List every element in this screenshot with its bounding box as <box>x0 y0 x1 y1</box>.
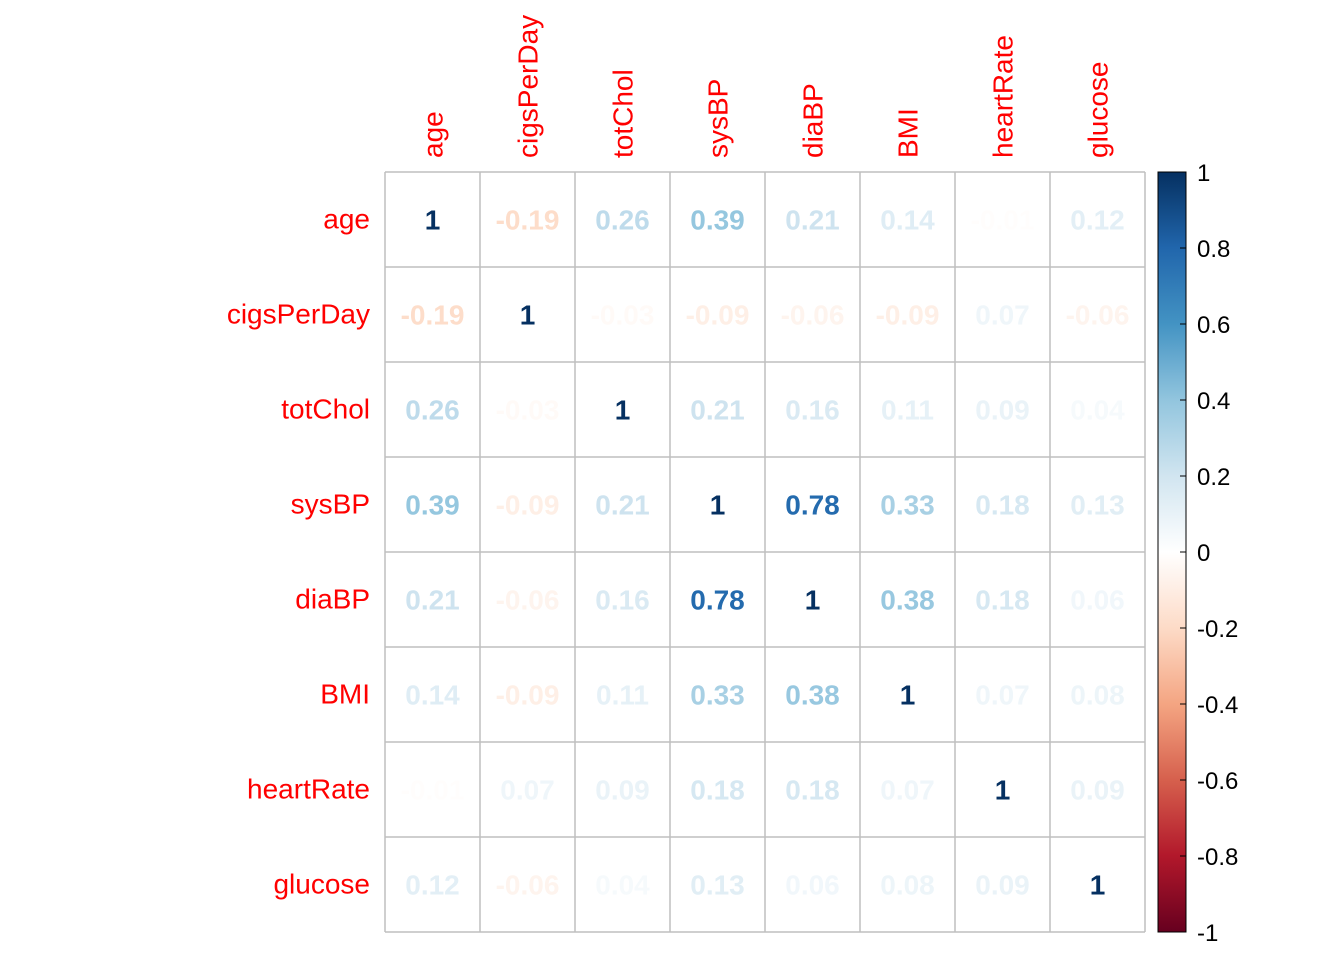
colorbar-tick-label: -1 <box>1197 920 1218 947</box>
column-label-BMI: BMI <box>893 108 924 158</box>
cell-value-sysBP-heartRate: 0.18 <box>975 490 1030 521</box>
colorbar-tick-label: 0.4 <box>1197 388 1230 415</box>
cell-value-age-age: 1 <box>425 205 441 236</box>
cell-value-sysBP-totChol: 0.21 <box>595 490 650 521</box>
cell-value-cigsPerDay-glucose: -0.06 <box>1066 300 1130 331</box>
colorbar-tick-label: -0.2 <box>1197 616 1238 643</box>
cell-value-sysBP-BMI: 0.33 <box>880 490 935 521</box>
cell-value-heartRate-heartRate: 1 <box>995 775 1011 806</box>
matrix-grid <box>384 171 1146 933</box>
colorbar: 1 0.8 0.6 0.4 0.2 0 -0.2 -0.4 -0.6 -0.8 -1 <box>1157 160 1238 947</box>
cell-value-totChol-heartRate: 0.09 <box>975 395 1030 426</box>
matrix-cells: 1 -0.19 0.26 0.39 0.21 0.14 -0.01 0.12 -0.19 1 -0.… <box>401 205 1130 901</box>
cell-value-age-heartRate: -0.01 <box>971 205 1035 236</box>
colorbar-tick-label: -0.8 <box>1197 844 1238 871</box>
cell-value-heartRate-sysBP: 0.18 <box>690 775 745 806</box>
cell-value-cigsPerDay-sysBP: -0.09 <box>686 300 750 331</box>
cell-value-cigsPerDay-cigsPerDay: 1 <box>520 300 536 331</box>
cell-value-BMI-heartRate: 0.07 <box>975 680 1030 711</box>
row-label-cigsPerDay: cigsPerDay <box>227 299 370 330</box>
cell-value-sysBP-diaBP: 0.78 <box>785 490 840 521</box>
cell-value-cigsPerDay-diaBP: -0.06 <box>781 300 845 331</box>
row-label-heartRate: heartRate <box>247 774 370 805</box>
row-label-totChol: totChol <box>281 394 370 425</box>
cell-value-age-cigsPerDay: -0.19 <box>496 205 560 236</box>
cell-value-BMI-diaBP: 0.38 <box>785 680 840 711</box>
row-label-BMI: BMI <box>320 679 370 710</box>
cell-value-age-BMI: 0.14 <box>880 205 935 236</box>
cell-value-diaBP-sysBP: 0.78 <box>690 585 745 616</box>
colorbar-tick-label: 0 <box>1197 540 1210 567</box>
column-labels: age cigsPerDay totChol sysBP diaBP BMI heartRa… <box>418 15 1114 158</box>
cell-value-heartRate-diaBP: 0.18 <box>785 775 840 806</box>
cell-value-BMI-totChol: 0.11 <box>596 680 649 711</box>
column-label-cigsPerDay: cigsPerDay <box>513 15 544 158</box>
cell-value-glucose-age: 0.12 <box>405 870 460 901</box>
column-label-heartRate: heartRate <box>988 35 1019 158</box>
cell-value-age-glucose: 0.12 <box>1070 205 1125 236</box>
cell-value-glucose-BMI: 0.08 <box>880 870 935 901</box>
cell-value-sysBP-age: 0.39 <box>405 490 460 521</box>
cell-value-age-totChol: 0.26 <box>595 205 650 236</box>
row-label-diaBP: diaBP <box>295 584 370 615</box>
cell-value-heartRate-cigsPerDay: 0.07 <box>500 775 555 806</box>
cell-value-diaBP-diaBP: 1 <box>805 585 821 616</box>
cell-value-heartRate-BMI: 0.07 <box>880 775 935 806</box>
cell-value-heartRate-totChol: 0.09 <box>595 775 650 806</box>
row-label-sysBP: sysBP <box>291 489 370 520</box>
cell-value-totChol-diaBP: 0.16 <box>785 395 840 426</box>
cell-value-heartRate-age: -0.01 <box>401 775 465 806</box>
cell-value-totChol-glucose: 0.04 <box>1070 395 1125 426</box>
cell-value-sysBP-glucose: 0.13 <box>1070 490 1125 521</box>
cell-value-sysBP-cigsPerDay: -0.09 <box>496 490 560 521</box>
column-label-sysBP: sysBP <box>703 79 734 158</box>
cell-value-totChol-cigsPerDay: -0.03 <box>496 395 560 426</box>
cell-value-glucose-totChol: 0.04 <box>595 870 650 901</box>
cell-value-BMI-cigsPerDay: -0.09 <box>496 680 560 711</box>
cell-value-diaBP-heartRate: 0.18 <box>975 585 1030 616</box>
column-label-diaBP: diaBP <box>798 83 829 158</box>
cell-value-cigsPerDay-age: -0.19 <box>401 300 465 331</box>
cell-value-BMI-BMI: 1 <box>900 680 916 711</box>
cell-value-heartRate-glucose: 0.09 <box>1070 775 1125 806</box>
cell-value-diaBP-BMI: 0.38 <box>880 585 935 616</box>
cell-value-totChol-sysBP: 0.21 <box>690 395 745 426</box>
cell-value-age-sysBP: 0.39 <box>690 205 745 236</box>
cell-value-glucose-cigsPerDay: -0.06 <box>496 870 560 901</box>
colorbar-tick-label: 1 <box>1197 160 1210 187</box>
cell-value-totChol-totChol: 1 <box>615 395 631 426</box>
cell-value-cigsPerDay-BMI: -0.09 <box>876 300 940 331</box>
row-label-age: age <box>323 204 370 235</box>
cell-value-sysBP-sysBP: 1 <box>710 490 726 521</box>
cell-value-cigsPerDay-totChol: -0.03 <box>591 300 655 331</box>
row-labels: age cigsPerDay totChol sysBP diaBP BMI heartRa… <box>227 204 370 900</box>
column-label-glucose: glucose <box>1083 61 1114 158</box>
cell-value-glucose-glucose: 1 <box>1090 870 1106 901</box>
cell-value-BMI-age: 0.14 <box>405 680 460 711</box>
cell-value-diaBP-glucose: 0.06 <box>1070 585 1125 616</box>
cell-value-diaBP-age: 0.21 <box>405 585 460 616</box>
cell-value-diaBP-cigsPerDay: -0.06 <box>496 585 560 616</box>
cell-value-glucose-sysBP: 0.13 <box>690 870 745 901</box>
column-label-age: age <box>418 111 449 158</box>
cell-value-BMI-sysBP: 0.33 <box>690 680 745 711</box>
cell-value-glucose-heartRate: 0.09 <box>975 870 1030 901</box>
column-label-totChol: totChol <box>608 69 639 158</box>
row-label-glucose: glucose <box>273 869 370 900</box>
cell-value-glucose-diaBP: 0.06 <box>785 870 840 901</box>
cell-value-totChol-BMI: 0.11 <box>881 395 934 426</box>
colorbar-tick-label: 0.8 <box>1197 236 1230 263</box>
cell-value-totChol-age: 0.26 <box>405 395 460 426</box>
colorbar-tick-label: 0.2 <box>1197 464 1230 491</box>
colorbar-tick-label: -0.4 <box>1197 692 1238 719</box>
cell-value-age-diaBP: 0.21 <box>785 205 840 236</box>
cell-value-diaBP-totChol: 0.16 <box>595 585 650 616</box>
cell-value-cigsPerDay-heartRate: 0.07 <box>975 300 1030 331</box>
colorbar-tick-label: 0.6 <box>1197 312 1230 339</box>
cell-value-BMI-glucose: 0.08 <box>1070 680 1125 711</box>
colorbar-tick-label: -0.6 <box>1197 768 1238 795</box>
